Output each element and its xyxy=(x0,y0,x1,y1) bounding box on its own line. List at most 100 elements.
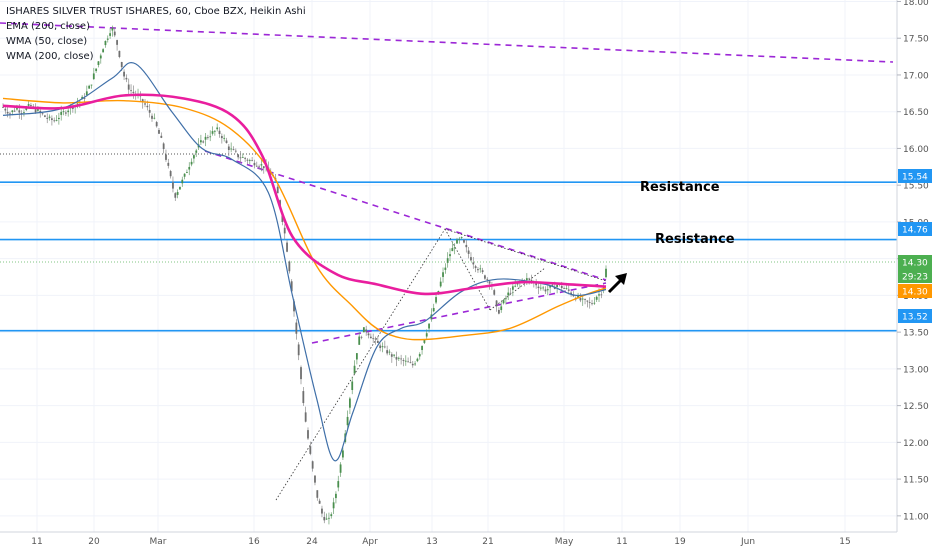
candle-body xyxy=(209,136,212,138)
candle-body xyxy=(439,281,442,287)
price-label-box[interactable] xyxy=(898,309,932,323)
candle-body xyxy=(176,192,179,195)
candle-body xyxy=(302,391,305,404)
candle-body xyxy=(495,300,498,307)
candle-body xyxy=(95,68,98,72)
y-tick-label: 13.50 xyxy=(903,329,929,339)
candle-body xyxy=(6,111,9,114)
candle-body xyxy=(409,362,412,364)
candle-body xyxy=(369,336,372,339)
candle-body xyxy=(435,297,437,303)
candle-body xyxy=(458,238,461,240)
candle-body xyxy=(234,150,237,152)
y-tick-label: 17.50 xyxy=(903,35,929,45)
candle-body xyxy=(474,266,477,269)
candle-body xyxy=(130,90,132,92)
candle-body xyxy=(484,275,486,279)
candle-body xyxy=(537,286,540,289)
candle-body xyxy=(167,162,170,166)
trend-line-resistance[interactable] xyxy=(204,150,607,281)
candle-body xyxy=(60,111,63,115)
candle-body xyxy=(602,285,605,291)
candle-body xyxy=(428,323,430,329)
candle-body xyxy=(281,214,284,223)
candle-body xyxy=(97,61,100,65)
ema200-line[interactable] xyxy=(2,97,607,341)
candle-body xyxy=(453,247,456,249)
candle-body xyxy=(362,327,365,333)
candle-body xyxy=(383,346,386,348)
candle-body xyxy=(183,173,186,177)
candle-body xyxy=(500,306,503,311)
y-tick-label: 16.50 xyxy=(903,108,929,118)
candle-body xyxy=(393,354,396,356)
candle-body xyxy=(395,357,398,360)
candle-body xyxy=(67,110,70,113)
candle-body xyxy=(232,149,235,151)
candle-body xyxy=(283,227,286,234)
x-tick-label: 11 xyxy=(616,537,627,547)
candle-body xyxy=(381,346,384,348)
candle-body xyxy=(18,110,21,113)
candle-body xyxy=(239,157,242,159)
candle-body xyxy=(321,508,323,514)
price-label: 15.54 xyxy=(902,173,928,183)
candle-body xyxy=(535,283,538,286)
candle-body xyxy=(451,248,454,252)
candle-body xyxy=(20,113,23,114)
candle-body xyxy=(351,381,354,390)
candle-body xyxy=(565,288,568,289)
candle-body xyxy=(314,475,316,483)
candle-body xyxy=(465,244,468,248)
candle-body xyxy=(488,281,491,284)
candle-body xyxy=(30,105,32,107)
candle-body xyxy=(83,97,86,99)
candle-body xyxy=(92,73,95,80)
candle-body xyxy=(376,340,379,343)
candle-body xyxy=(253,162,256,166)
candle-body xyxy=(4,108,7,111)
candle-body xyxy=(111,27,114,31)
candle-body xyxy=(2,107,4,108)
candle-body xyxy=(323,516,326,521)
price-label-box[interactable] xyxy=(898,222,932,236)
candle-body xyxy=(397,357,400,359)
candle-body xyxy=(158,130,160,134)
price-label-box[interactable] xyxy=(898,269,932,283)
candle-body xyxy=(339,464,342,473)
price-label: 13.52 xyxy=(902,313,928,323)
candle-body xyxy=(421,345,423,351)
triangle-inner-line[interactable] xyxy=(489,267,546,311)
candle-body xyxy=(525,278,528,281)
candle-body xyxy=(179,186,181,190)
trend-line-long[interactable] xyxy=(0,22,894,63)
candle-body xyxy=(16,108,18,110)
candle-body xyxy=(34,109,37,113)
x-tick-label: 24 xyxy=(306,537,318,547)
price-label-box[interactable] xyxy=(898,284,932,298)
candle-body xyxy=(244,157,247,159)
breakout-arrow-head xyxy=(615,273,627,285)
candle-body xyxy=(425,333,428,337)
candle-body xyxy=(577,295,579,298)
candle-body xyxy=(206,137,209,139)
candle-body xyxy=(346,416,349,426)
candle-body xyxy=(13,110,16,112)
candle-body xyxy=(325,518,328,520)
price-label-box[interactable] xyxy=(898,255,932,269)
wma50-line[interactable] xyxy=(2,62,607,462)
candle-body xyxy=(404,360,407,362)
candle-body xyxy=(248,160,251,161)
candle-body xyxy=(304,412,307,422)
candle-body xyxy=(379,345,382,349)
candle-body xyxy=(241,156,244,158)
candle-body xyxy=(579,298,582,301)
x-axis-panel xyxy=(0,532,932,550)
price-label-box[interactable] xyxy=(898,169,932,183)
wma200-line[interactable] xyxy=(2,93,607,296)
x-tick-label: Apr xyxy=(362,537,378,547)
candle-body xyxy=(595,296,598,300)
candle-body xyxy=(195,150,198,153)
